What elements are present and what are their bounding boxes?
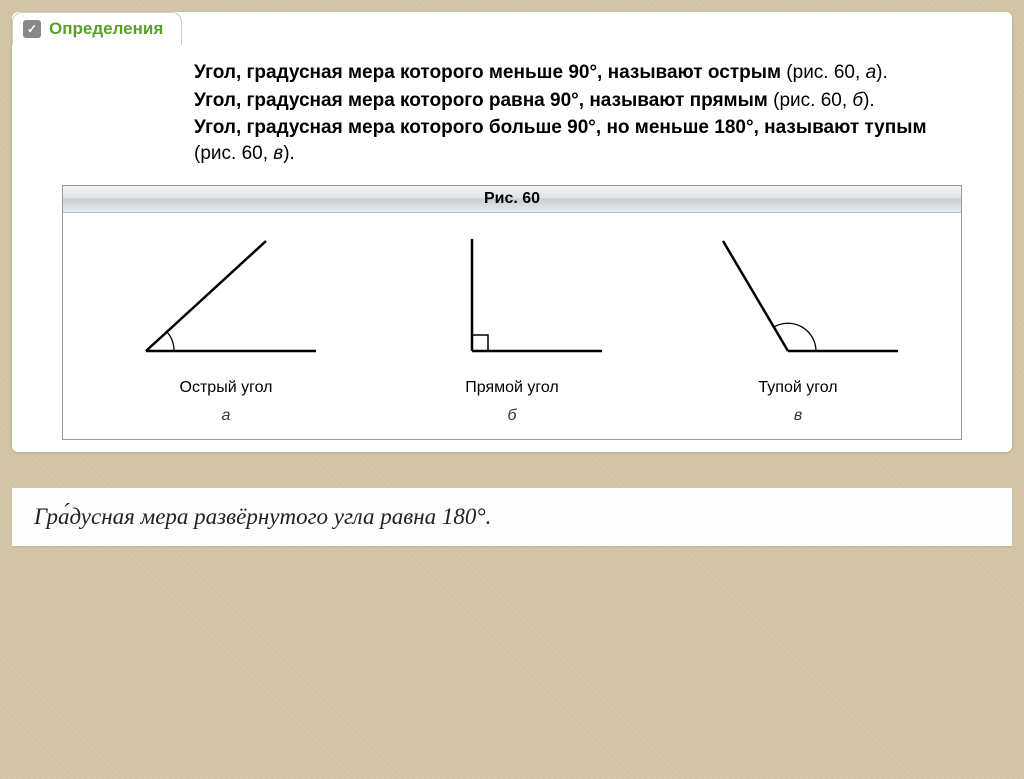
def1-letter: а <box>866 62 877 83</box>
header-tab: ✓ Определения <box>12 12 182 45</box>
figure-body: Острый угол а Прямой угол б <box>63 213 961 439</box>
obtuse-angle-col: Тупой угол в <box>655 231 941 425</box>
right-angle-diagram <box>402 231 622 371</box>
def1-term: острым <box>708 62 781 83</box>
def1-text: Угол, градусная мера которого меньше 90°… <box>194 62 708 83</box>
def2-term: прямым <box>690 90 768 111</box>
obtuse-letter: в <box>794 407 802 425</box>
acute-angle-diagram <box>116 231 336 371</box>
def2-ref: (рис. 60, <box>768 90 853 111</box>
right-angle-col: Прямой угол б <box>369 231 655 425</box>
obtuse-label: Тупой угол <box>758 379 837 397</box>
def2-text: Угол, градусная мера которого равна 90°,… <box>194 90 690 111</box>
footnote-strip: Гра́дусная мера развёрнутого угла равна … <box>12 488 1012 546</box>
definitions-block: Угол, градусная мера которого меньше 90°… <box>194 60 952 167</box>
def2-letter: б <box>852 90 863 111</box>
def3-close: ). <box>283 143 295 164</box>
definition-card: ✓ Определения Угол, градусная мера котор… <box>12 12 1012 452</box>
acute-label: Острый угол <box>180 379 273 397</box>
figure-caption: Рис. 60 <box>63 186 961 213</box>
def3-ref: (рис. 60, <box>194 143 273 164</box>
main-content: Угол, градусная мера которого меньше 90°… <box>12 12 1012 452</box>
def3-letter: в <box>273 143 283 164</box>
definition-obtuse: Угол, градусная мера которого больше 90°… <box>194 115 952 166</box>
def3-text: Угол, градусная мера которого больше 90°… <box>194 117 864 138</box>
def3-term: тупым <box>864 117 926 138</box>
def2-close: ). <box>863 90 875 111</box>
obtuse-angle-diagram <box>688 231 908 371</box>
header-title: Определения <box>49 19 163 39</box>
figure-frame: Рис. 60 Острый угол а <box>62 185 962 440</box>
acute-letter: а <box>222 407 231 425</box>
right-letter: б <box>508 407 517 425</box>
check-icon: ✓ <box>23 20 41 38</box>
right-label: Прямой угол <box>465 379 559 397</box>
acute-angle-col: Острый угол а <box>83 231 369 425</box>
definition-right: Угол, градусная мера которого равна 90°,… <box>194 88 952 114</box>
footnote-text: Гра́дусная мера развёрнутого угла равна … <box>34 504 990 530</box>
def1-close: ). <box>876 62 888 83</box>
def1-ref: (рис. 60, <box>781 62 866 83</box>
definition-acute: Угол, градусная мера которого меньше 90°… <box>194 60 952 86</box>
